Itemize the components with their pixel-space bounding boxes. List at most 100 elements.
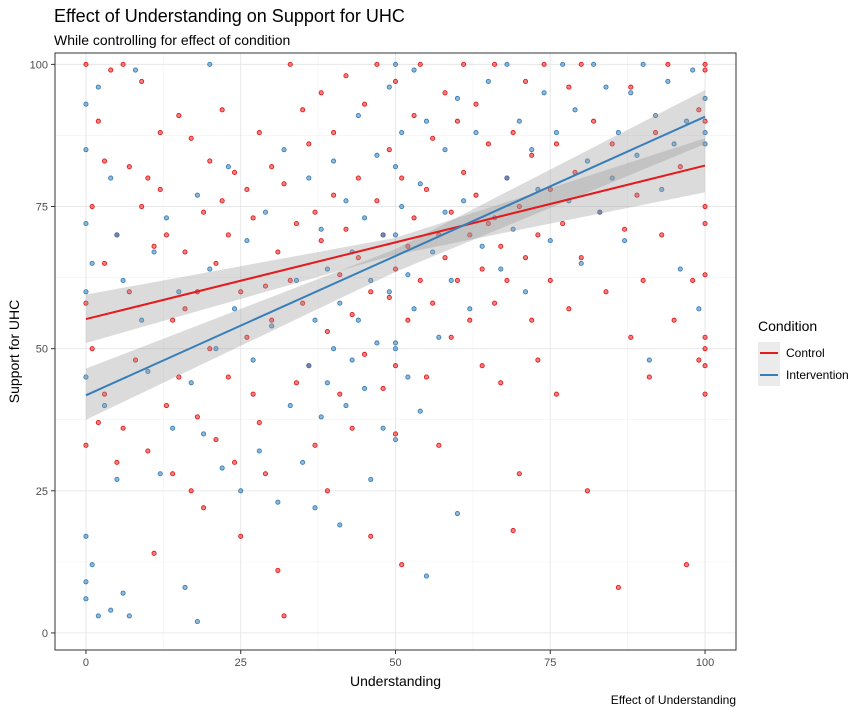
data-point: [95, 420, 101, 426]
data-point: [188, 380, 194, 386]
data-point: [145, 175, 151, 181]
data-point: [225, 374, 231, 380]
data-point: [646, 374, 652, 380]
data-point: [529, 152, 535, 158]
data-point: [634, 192, 640, 198]
y-tick-label: 0: [42, 628, 48, 640]
data-point: [498, 243, 504, 249]
data-point: [269, 317, 275, 323]
legend-item-control: Control: [758, 342, 849, 364]
data-point: [188, 135, 194, 141]
data-point: [331, 192, 337, 198]
legend-item-intervention: Intervention: [758, 364, 849, 386]
data-point: [430, 300, 436, 306]
data-point: [516, 203, 522, 210]
data-point: [374, 152, 380, 158]
data-point: [702, 61, 708, 67]
data-point: [83, 442, 89, 448]
data-point: [306, 141, 312, 147]
data-point: [479, 266, 485, 272]
data-point: [696, 357, 702, 363]
data-point: [510, 130, 516, 136]
data-point: [231, 459, 238, 465]
data-point: [522, 255, 529, 261]
data-point: [640, 61, 646, 67]
data-point: [380, 232, 386, 238]
data-point: [343, 198, 349, 204]
data-point: [163, 402, 169, 409]
data-point: [324, 329, 330, 335]
data-point: [250, 357, 256, 363]
data-point: [331, 158, 337, 164]
data-point: [386, 147, 392, 153]
data-point: [163, 232, 169, 238]
data-point: [343, 402, 349, 409]
data-point: [485, 221, 491, 227]
data-point: [392, 363, 399, 369]
data-point: [392, 431, 399, 437]
data-point: [145, 368, 151, 374]
data-point: [368, 533, 374, 539]
data-point: [331, 130, 337, 136]
data-point: [405, 317, 411, 323]
data-point: [176, 289, 182, 295]
data-point: [677, 164, 683, 170]
data-point: [324, 266, 330, 272]
data-point: [702, 391, 708, 397]
data-point: [293, 277, 299, 283]
data-point: [417, 277, 423, 283]
data-point: [83, 300, 89, 306]
data-point: [114, 232, 120, 238]
data-point: [510, 528, 516, 534]
data-point: [473, 101, 479, 107]
data-point: [207, 61, 213, 67]
data-point: [591, 61, 597, 67]
data-point: [374, 198, 380, 204]
data-point: [646, 357, 652, 363]
data-point: [423, 118, 430, 124]
chart-title: Effect of Understanding on Support for U…: [54, 6, 405, 26]
data-point: [498, 266, 504, 272]
data-point: [454, 118, 460, 124]
data-point: [349, 425, 355, 431]
data-point: [541, 90, 547, 96]
data-point: [83, 147, 89, 153]
data-point: [634, 152, 640, 158]
data-point: [479, 243, 485, 249]
data-point: [120, 590, 126, 596]
data-point: [83, 101, 89, 107]
data-point: [566, 84, 572, 90]
data-point: [361, 385, 368, 392]
data-point: [343, 226, 349, 232]
data-point: [238, 289, 244, 295]
y-tick-label: 100: [30, 59, 48, 71]
data-point: [652, 130, 659, 136]
data-point: [194, 619, 200, 625]
data-point: [269, 323, 275, 329]
data-point: [170, 317, 176, 323]
data-point: [176, 112, 182, 119]
data-point: [207, 346, 213, 352]
data-point: [306, 175, 312, 181]
data-point: [287, 402, 293, 409]
data-point: [609, 141, 615, 147]
data-point: [337, 391, 343, 397]
data-point: [578, 61, 584, 67]
data-point: [560, 221, 566, 227]
data-point: [151, 249, 157, 255]
data-point: [553, 130, 560, 136]
data-point: [170, 471, 176, 477]
data-point: [114, 459, 120, 465]
data-point: [256, 130, 262, 136]
data-point: [244, 334, 250, 340]
data-point: [287, 277, 293, 283]
data-point: [312, 442, 318, 448]
data-point: [95, 613, 101, 619]
data-point: [504, 61, 510, 67]
data-point: [337, 272, 343, 278]
data-point: [293, 380, 299, 386]
data-point: [207, 266, 213, 272]
data-point: [628, 90, 634, 96]
data-point: [683, 118, 690, 124]
